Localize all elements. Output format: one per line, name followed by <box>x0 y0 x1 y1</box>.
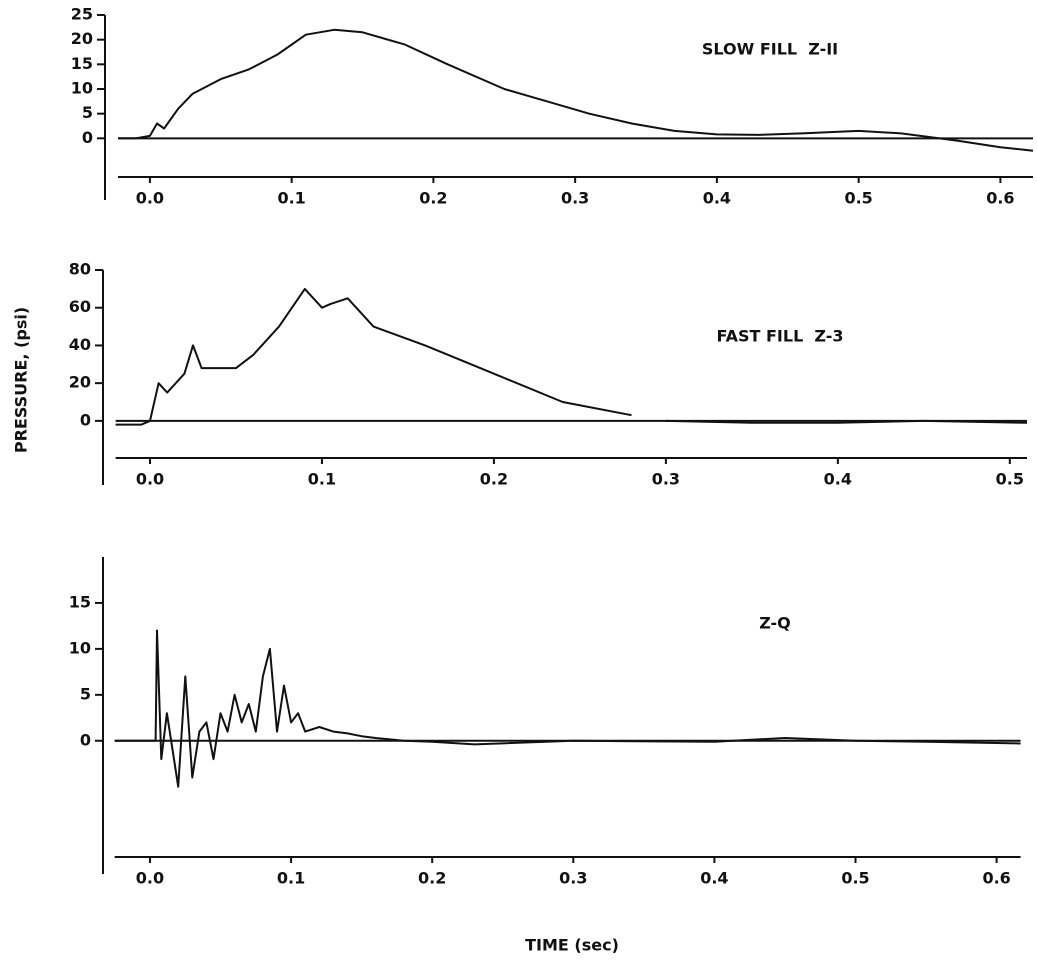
y-axis-title: PRESSURE, (psi) <box>12 307 31 453</box>
y-tick-label: 20 <box>69 373 91 392</box>
x-tick-label: 0.1 <box>277 189 305 208</box>
x-tick-label: 0.2 <box>419 189 447 208</box>
panel-title: SLOW FILL Z-II <box>702 40 838 59</box>
x-axis-title: TIME (sec) <box>525 936 619 955</box>
y-tick-label: 25 <box>71 5 93 24</box>
data-line <box>118 28 1034 152</box>
y-tick-label: 20 <box>71 29 93 48</box>
x-tick-label: 0.0 <box>136 869 164 888</box>
y-tick-label: 80 <box>69 260 91 279</box>
x-tick-label: 0.6 <box>982 869 1010 888</box>
y-tick-label: 0 <box>80 410 91 429</box>
x-tick-label: 0.1 <box>308 470 336 489</box>
panel-title: FAST FILL Z-3 <box>717 327 844 346</box>
y-tick-label: 5 <box>82 103 93 122</box>
x-tick-label: 0.5 <box>996 470 1024 489</box>
x-tick-label: 0.0 <box>136 189 164 208</box>
x-tick-label: 0.3 <box>561 189 589 208</box>
x-tick-label: 0.2 <box>418 869 446 888</box>
x-tick-label: 0.1 <box>277 869 305 888</box>
x-tick-label: 0.4 <box>703 189 731 208</box>
data-line <box>115 287 1028 426</box>
x-tick-label: 0.3 <box>559 869 587 888</box>
panel-title: Z-Q <box>759 614 791 633</box>
y-tick-label: 60 <box>69 297 91 316</box>
y-tick-label: 15 <box>69 592 91 611</box>
x-tick-label: 0.2 <box>480 470 508 489</box>
y-tick-label: 40 <box>69 335 91 354</box>
y-tick-label: 10 <box>71 79 93 98</box>
x-tick-label: 0.3 <box>652 470 680 489</box>
x-tick-label: 0.4 <box>700 869 728 888</box>
x-tick-label: 0.4 <box>824 470 852 489</box>
x-tick-label: 0.6 <box>986 189 1014 208</box>
x-tick-label: 0.5 <box>844 189 872 208</box>
y-tick-label: 0 <box>80 730 91 749</box>
y-tick-label: 5 <box>80 684 91 703</box>
data-line <box>114 629 1021 788</box>
y-tick-label: 0 <box>82 128 93 147</box>
y-tick-label: 15 <box>71 54 93 73</box>
x-tick-label: 0.0 <box>136 470 164 489</box>
x-tick-label: 0.5 <box>841 869 869 888</box>
y-tick-label: 10 <box>69 638 91 657</box>
